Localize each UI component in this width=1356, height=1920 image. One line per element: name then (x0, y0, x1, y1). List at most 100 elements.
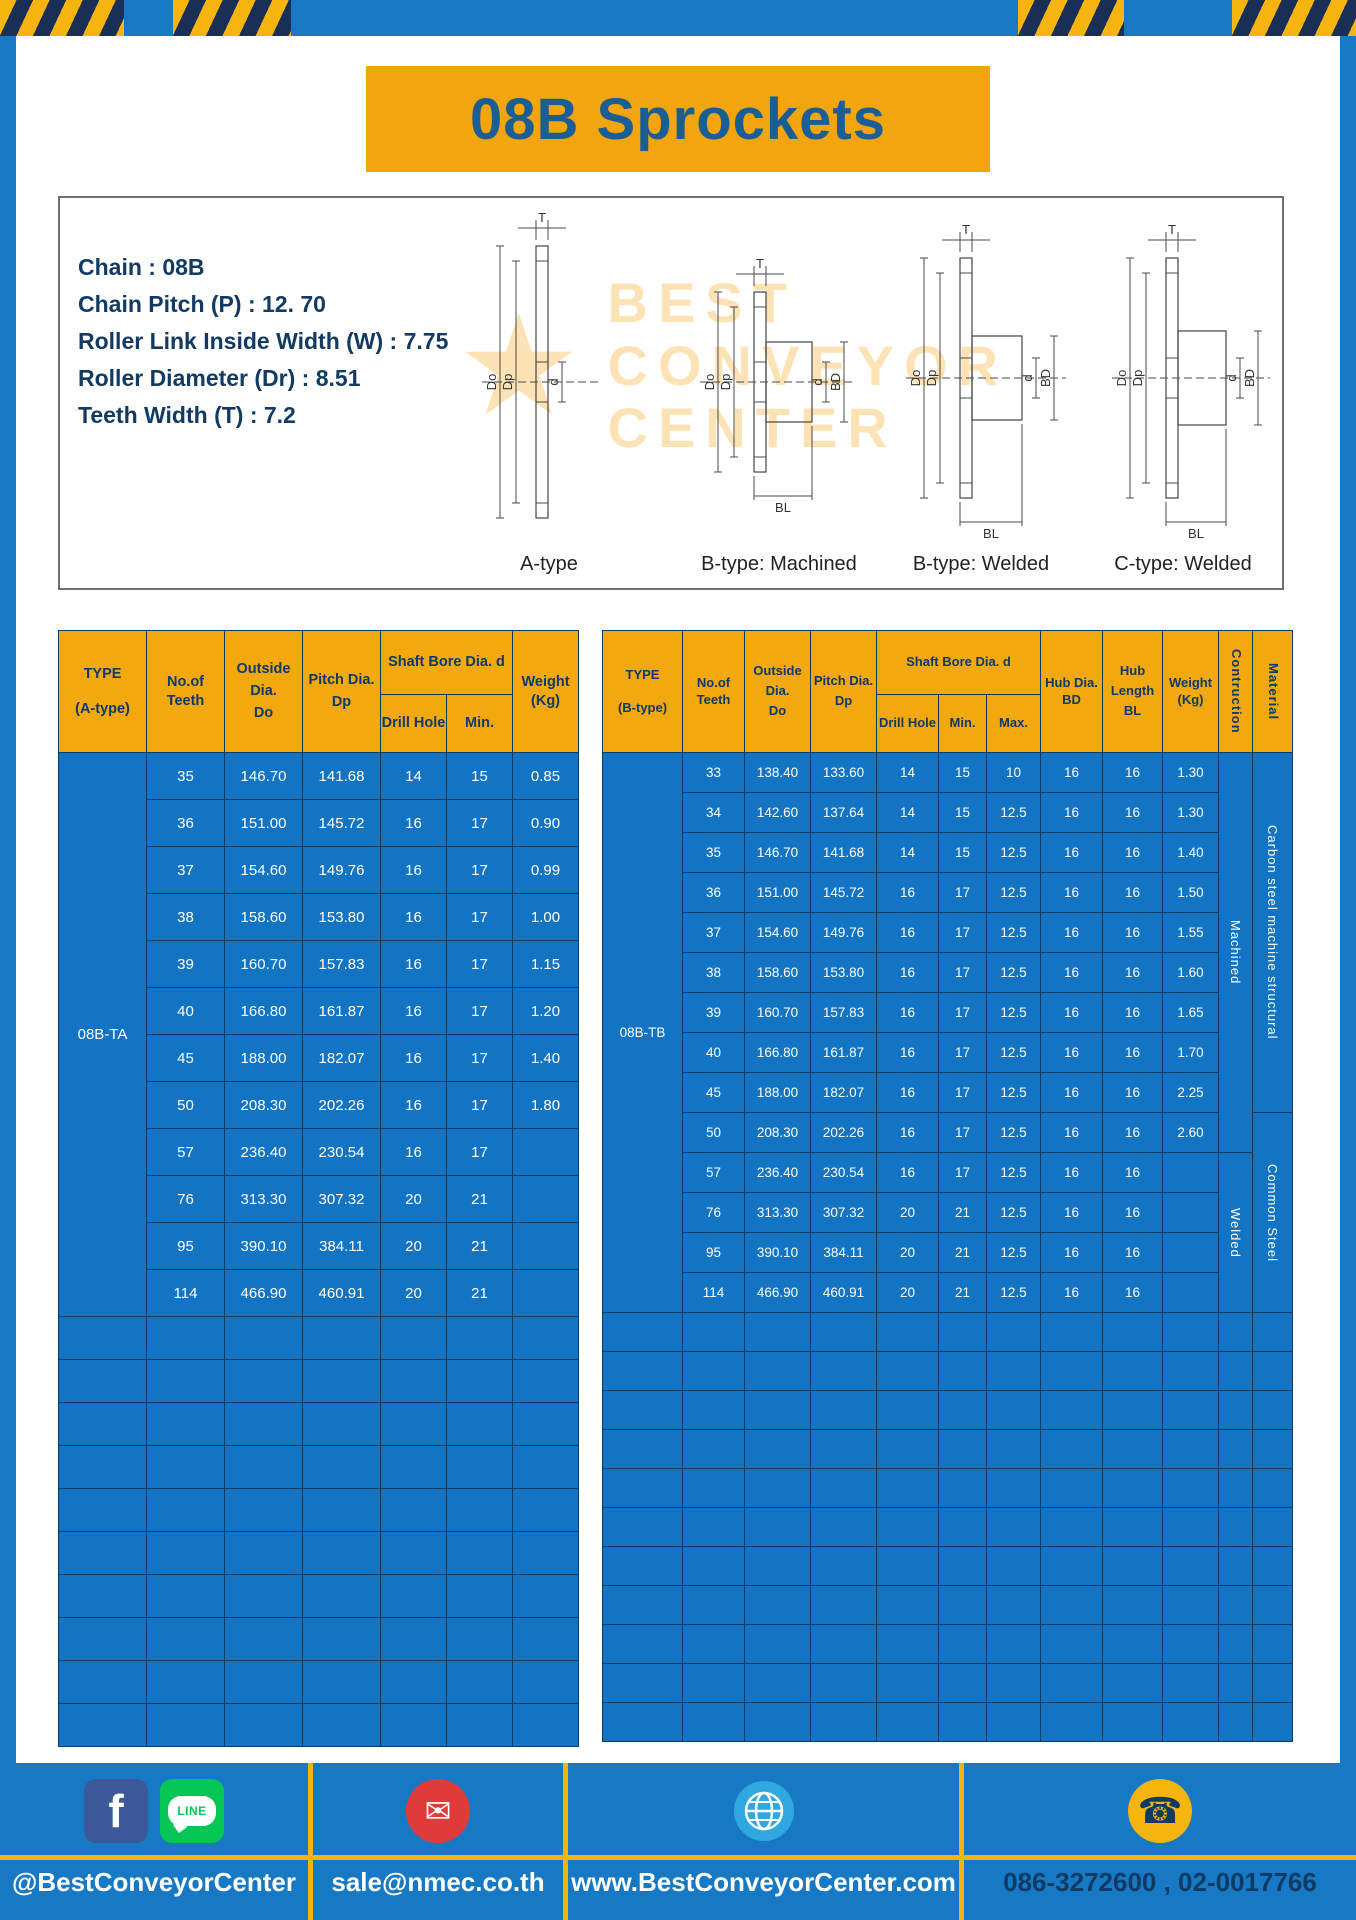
empty-cell (810, 1507, 877, 1547)
empty-cell (810, 1546, 877, 1586)
cell-teeth: 40 (146, 987, 225, 1035)
cell-dp: 153.80 (302, 893, 381, 941)
empty-cell (1252, 1507, 1293, 1547)
cell-min: 17 (938, 992, 987, 1033)
cell-weight: 1.15 (512, 940, 580, 988)
empty-cell (876, 1312, 939, 1352)
empty-cell (682, 1468, 745, 1508)
empty-cell (1040, 1312, 1103, 1352)
cell-min: 17 (445, 1128, 514, 1176)
cell-dp: 157.83 (810, 992, 877, 1033)
header-pitch-dia: Pitch Dia. Dp (810, 630, 877, 753)
empty-row (58, 1359, 580, 1403)
cell-dp: 149.76 (302, 846, 381, 894)
header-shaft-bore-group: Shaft Bore Dia. d (379, 630, 514, 695)
table-row: 35 146.70 141.68 14 15 12.5 16 16 1.40 (603, 832, 1293, 873)
footer-divider (563, 1763, 568, 1920)
cell-do: 146.70 (224, 752, 303, 800)
phone-icon: ☎ (1128, 1779, 1192, 1843)
empty-cell (1252, 1702, 1293, 1742)
cell-min: 17 (938, 1112, 987, 1153)
table-row: 40 166.80 161.87 16 17 1.20 (59, 987, 580, 1035)
footer-social-label: @BestConveyorCenter (12, 1867, 296, 1897)
cell-dp: 161.87 (810, 1032, 877, 1073)
cell-do: 208.30 (744, 1112, 811, 1153)
empty-cell (1218, 1468, 1253, 1508)
table-row: 08B-TA 35 146.70 141.68 14 15 0.85 (58, 752, 580, 1317)
table-a-type-cell: 08B-TA (58, 752, 147, 1317)
footer-email-label: sale@nmec.co.th (331, 1867, 545, 1897)
cell-dp: 182.07 (302, 1034, 381, 1082)
cell-min: 21 (445, 1222, 514, 1270)
empty-cell (302, 1359, 381, 1403)
empty-cell (302, 1445, 381, 1489)
cell-drill: 14 (876, 792, 939, 833)
cell-teeth: 45 (682, 1072, 745, 1113)
empty-cell (938, 1546, 987, 1586)
empty-cell (224, 1531, 303, 1575)
header-construction: Contruction (1218, 630, 1253, 753)
cell-dp: 202.26 (810, 1112, 877, 1153)
empty-cell (876, 1663, 939, 1703)
svg-text:BL: BL (983, 526, 999, 541)
cell-weight (512, 1269, 580, 1317)
hazard-stripes-icon (173, 0, 291, 36)
cell-max: 10 (986, 752, 1041, 793)
cell-dp: 230.54 (810, 1152, 877, 1193)
table-row: 37 154.60 149.76 16 17 0.99 (59, 846, 580, 894)
cell-teeth: 35 (146, 752, 225, 800)
svg-text:BL: BL (1188, 526, 1204, 541)
empty-cell (224, 1660, 303, 1704)
cell-teeth: 95 (146, 1222, 225, 1270)
footer-section-website: www.BestConveyorCenter.com (568, 1763, 959, 1920)
cell-bd: 16 (1040, 1152, 1103, 1193)
cell-drill: 14 (876, 752, 939, 793)
empty-cell (380, 1359, 447, 1403)
empty-cell (986, 1429, 1041, 1469)
header-type: TYPE (B-type) (602, 630, 683, 753)
cell-drill: 20 (876, 1272, 939, 1313)
empty-cell (224, 1316, 303, 1360)
spec-line: Roller Diameter (Dr) : 8.51 (78, 365, 361, 391)
empty-cell (876, 1351, 939, 1391)
empty-cell (602, 1351, 683, 1391)
cell-weight: 1.40 (512, 1034, 580, 1082)
header-hub-length: Hub Length BL (1102, 630, 1163, 753)
empty-row (602, 1585, 1293, 1625)
empty-cell (1102, 1429, 1163, 1469)
hazard-stripes-icon (1018, 0, 1124, 36)
cell-teeth: 34 (682, 792, 745, 833)
empty-cell (744, 1702, 811, 1742)
drawing-caption: B-type: Welded (913, 553, 1049, 575)
empty-cell (744, 1312, 811, 1352)
cell-drill: 16 (876, 952, 939, 993)
empty-cell (744, 1390, 811, 1430)
empty-cell (512, 1617, 580, 1661)
empty-cell (1102, 1585, 1163, 1625)
cell-bl: 16 (1102, 1112, 1163, 1153)
empty-cell (445, 1402, 514, 1446)
empty-cell (682, 1546, 745, 1586)
cell-max: 12.5 (986, 1112, 1041, 1153)
cell-weight: 1.70 (1162, 1032, 1219, 1073)
spec-line: Chain : 08B (78, 254, 205, 280)
table-row: 95 390.10 384.11 20 21 (59, 1222, 580, 1270)
empty-cell (744, 1585, 811, 1625)
empty-cell (810, 1663, 877, 1703)
empty-cell (1252, 1312, 1293, 1352)
cell-min: 21 (445, 1269, 514, 1317)
empty-cell (1102, 1507, 1163, 1547)
cell-weight (1162, 1192, 1219, 1233)
table-row: 76 313.30 307.32 20 21 12.5 16 16 (603, 1192, 1293, 1233)
empty-row (58, 1445, 580, 1489)
empty-cell (445, 1359, 514, 1403)
empty-cell (1102, 1546, 1163, 1586)
empty-cell (810, 1702, 877, 1742)
cell-teeth: 50 (146, 1081, 225, 1129)
empty-cell (1162, 1624, 1219, 1664)
cell-weight (512, 1128, 580, 1176)
cell-teeth: 57 (682, 1152, 745, 1193)
cell-dp: 384.11 (810, 1232, 877, 1273)
empty-cell (224, 1574, 303, 1618)
empty-cell (938, 1624, 987, 1664)
